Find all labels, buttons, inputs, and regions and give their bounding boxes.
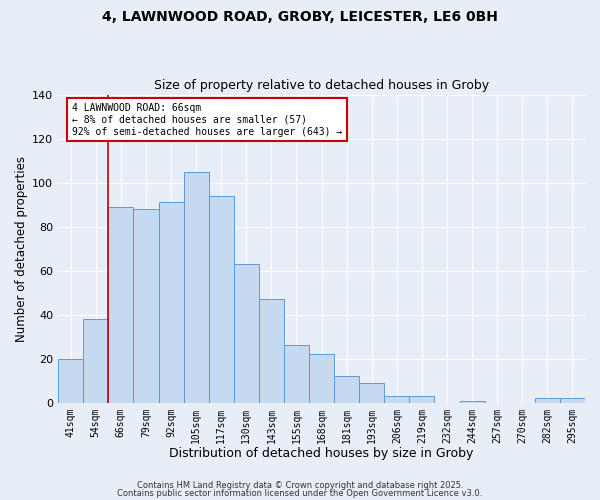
Bar bbox=[209, 196, 234, 402]
Bar bbox=[284, 346, 309, 403]
Bar bbox=[184, 172, 209, 402]
Bar bbox=[58, 358, 83, 403]
Bar bbox=[158, 202, 184, 402]
Bar bbox=[359, 383, 384, 402]
Text: Contains HM Land Registry data © Crown copyright and database right 2025.: Contains HM Land Registry data © Crown c… bbox=[137, 481, 463, 490]
Bar bbox=[384, 396, 409, 402]
Bar bbox=[460, 400, 485, 402]
Bar bbox=[309, 354, 334, 403]
Bar bbox=[109, 207, 133, 402]
Bar bbox=[133, 209, 158, 402]
Title: Size of property relative to detached houses in Groby: Size of property relative to detached ho… bbox=[154, 79, 489, 92]
Y-axis label: Number of detached properties: Number of detached properties bbox=[15, 156, 28, 342]
Bar bbox=[83, 319, 109, 402]
Text: Contains public sector information licensed under the Open Government Licence v3: Contains public sector information licen… bbox=[118, 488, 482, 498]
Bar bbox=[560, 398, 585, 402]
Bar bbox=[535, 398, 560, 402]
Bar bbox=[409, 396, 434, 402]
Bar bbox=[334, 376, 359, 402]
Bar bbox=[259, 300, 284, 403]
Text: 4 LAWNWOOD ROAD: 66sqm
← 8% of detached houses are smaller (57)
92% of semi-deta: 4 LAWNWOOD ROAD: 66sqm ← 8% of detached … bbox=[72, 104, 342, 136]
X-axis label: Distribution of detached houses by size in Groby: Distribution of detached houses by size … bbox=[169, 447, 474, 460]
Bar bbox=[234, 264, 259, 402]
Text: 4, LAWNWOOD ROAD, GROBY, LEICESTER, LE6 0BH: 4, LAWNWOOD ROAD, GROBY, LEICESTER, LE6 … bbox=[102, 10, 498, 24]
